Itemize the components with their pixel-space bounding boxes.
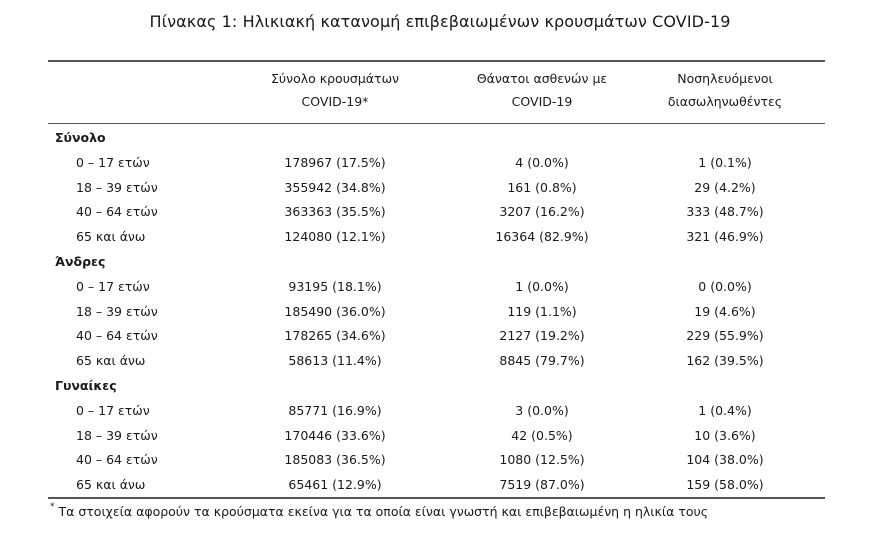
age-cell: 18 – 39 ετών	[76, 179, 158, 195]
table-row: 18 – 39 ετών 170446 (33.6%) 42 (0.5%) 10…	[0, 424, 880, 449]
column-header-deaths: Θάνατοι ασθενών με COVID-19	[447, 67, 637, 113]
intubated-cell: 29 (4.2%)	[694, 179, 756, 195]
column-header-line: Νοσηλευόμενοι	[677, 71, 773, 86]
cases-cell: 124080 (12.1%)	[284, 229, 386, 245]
deaths-cell: 3207 (16.2%)	[499, 204, 585, 220]
table-row: 40 – 64 ετών 185083 (36.5%) 1080 (12.5%)…	[0, 448, 880, 473]
cases-cell: 355942 (34.8%)	[284, 179, 386, 195]
age-cell: 65 και άνω	[76, 477, 146, 493]
deaths-cell: 42 (0.5%)	[511, 427, 573, 443]
cases-cell: 185083 (36.5%)	[284, 452, 386, 468]
table-row: 65 και άνω 58613 (11.4%) 8845 (79.7%) 16…	[0, 349, 880, 374]
column-header-cases: Σύνολο κρουσμάτων COVID-19*	[240, 67, 430, 113]
deaths-cell: 4 (0.0%)	[515, 154, 569, 170]
table-row: 0 – 17 ετών 93195 (18.1%) 1 (0.0%) 0 (0.…	[0, 275, 880, 300]
intubated-cell: 333 (48.7%)	[686, 204, 764, 220]
cases-cell: 93195 (18.1%)	[288, 278, 382, 294]
table-row: 40 – 64 ετών 178265 (34.6%) 2127 (19.2%)…	[0, 324, 880, 349]
table-bottom-rule	[48, 497, 825, 499]
deaths-cell: 2127 (19.2%)	[499, 328, 585, 344]
header-separator-rule	[48, 123, 825, 124]
deaths-cell: 3 (0.0%)	[515, 402, 569, 418]
age-cell: 40 – 64 ετών	[76, 328, 158, 344]
age-cell: 65 και άνω	[76, 229, 146, 245]
deaths-cell: 7519 (87.0%)	[499, 477, 585, 493]
intubated-cell: 19 (4.6%)	[694, 303, 756, 319]
group-row-women: Γυναίκες	[0, 374, 880, 399]
intubated-cell: 1 (0.1%)	[698, 154, 752, 170]
intubated-cell: 229 (55.9%)	[686, 328, 764, 344]
column-header-line: Σύνολο κρουσμάτων	[270, 71, 400, 86]
age-cell: 40 – 64 ετών	[76, 452, 158, 468]
cases-cell: 58613 (11.4%)	[288, 353, 382, 369]
table-row: 0 – 17 ετών 178967 (17.5%) 4 (0.0%) 1 (0…	[0, 151, 880, 176]
deaths-cell: 8845 (79.7%)	[499, 353, 585, 369]
cases-cell: 85771 (16.9%)	[288, 402, 382, 418]
intubated-cell: 10 (3.6%)	[694, 427, 756, 443]
table-title: Πίνακας 1: Ηλικιακή κατανομή επιβεβαιωμέ…	[149, 12, 731, 31]
column-header-line: COVID-19*	[301, 94, 369, 109]
intubated-cell: 159 (58.0%)	[686, 477, 764, 493]
table-row: 65 και άνω 124080 (12.1%) 16364 (82.9%) …	[0, 225, 880, 250]
deaths-cell: 161 (0.8%)	[507, 179, 577, 195]
table-row: 18 – 39 ετών 185490 (36.0%) 119 (1.1%) 1…	[0, 300, 880, 325]
intubated-cell: 0 (0.0%)	[698, 278, 752, 294]
intubated-cell: 104 (38.0%)	[686, 452, 764, 468]
table-row: 18 – 39 ετών 355942 (34.8%) 161 (0.8%) 2…	[0, 176, 880, 201]
deaths-cell: 119 (1.1%)	[507, 303, 577, 319]
intubated-cell: 1 (0.4%)	[698, 402, 752, 418]
cases-cell: 170446 (33.6%)	[284, 427, 386, 443]
age-cell: 18 – 39 ετών	[76, 427, 158, 443]
column-header-line: διασωληνωθέντες	[667, 94, 783, 109]
column-header-line: Θάνατοι ασθενών με	[476, 71, 608, 86]
table-body: Σύνολο 0 – 17 ετών 178967 (17.5%) 4 (0.0…	[0, 126, 880, 498]
intubated-cell: 321 (46.9%)	[686, 229, 764, 245]
age-cell: 65 και άνω	[76, 353, 146, 369]
intubated-cell: 162 (39.5%)	[686, 353, 764, 369]
table-top-rule	[48, 60, 825, 62]
cases-cell: 185490 (36.0%)	[284, 303, 386, 319]
footnote-text: Τα στοιχεία αφορούν τα κρούσματα εκείνα …	[58, 504, 709, 520]
age-cell: 0 – 17 ετών	[76, 154, 150, 170]
column-header-line: COVID-19	[511, 94, 573, 109]
cases-cell: 178265 (34.6%)	[284, 328, 386, 344]
table-row: 65 και άνω 65461 (12.9%) 7519 (87.0%) 15…	[0, 473, 880, 498]
group-row-men: Άνδρες	[0, 250, 880, 275]
cases-cell: 178967 (17.5%)	[284, 154, 386, 170]
footnote: * Τα στοιχεία αφορούν τα κρούσματα εκείνα…	[50, 502, 709, 520]
age-cell: 18 – 39 ετών	[76, 303, 158, 319]
group-label: Σύνολο	[55, 130, 106, 145]
group-label: Άνδρες	[55, 253, 106, 269]
cases-cell: 363363 (35.5%)	[284, 204, 386, 220]
table-row: 40 – 64 ετών 363363 (35.5%) 3207 (16.2%)…	[0, 200, 880, 225]
deaths-cell: 1 (0.0%)	[515, 278, 569, 294]
group-label: Γυναίκες	[55, 377, 117, 393]
group-row-total: Σύνολο	[0, 126, 880, 151]
age-cell: 0 – 17 ετών	[76, 278, 150, 294]
deaths-cell: 1080 (12.5%)	[499, 452, 585, 468]
age-cell: 40 – 64 ετών	[76, 204, 158, 220]
column-header-intubated: Νοσηλευόμενοι διασωληνωθέντες	[630, 67, 820, 113]
cases-cell: 65461 (12.9%)	[288, 477, 382, 493]
table-row: 0 – 17 ετών 85771 (16.9%) 3 (0.0%) 1 (0.…	[0, 399, 880, 424]
age-cell: 0 – 17 ετών	[76, 402, 150, 418]
footnote-marker: *	[50, 502, 55, 512]
deaths-cell: 16364 (82.9%)	[495, 229, 589, 245]
